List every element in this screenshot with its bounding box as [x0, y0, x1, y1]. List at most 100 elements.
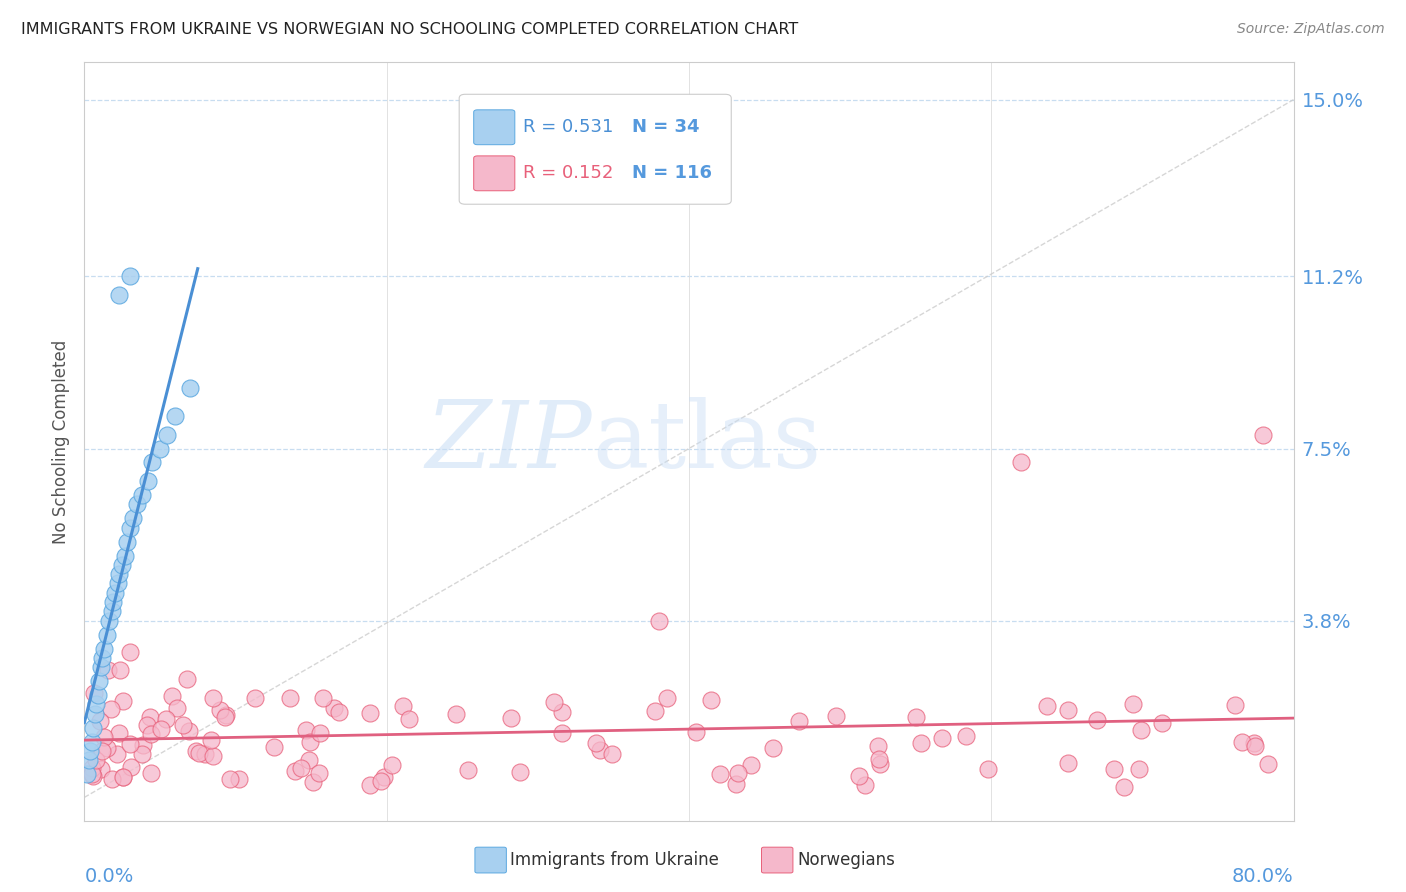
Point	[278, 690, 301, 705]
Point	[298, 753, 321, 767]
Point	[201, 690, 224, 705]
Point	[824, 709, 846, 723]
Point	[1253, 427, 1275, 442]
Point	[112, 770, 135, 784]
Point	[309, 726, 332, 740]
Point	[127, 497, 149, 511]
Point	[543, 695, 565, 709]
Point	[1102, 762, 1125, 776]
Point	[160, 689, 183, 703]
Text: ZIP: ZIP	[426, 397, 592, 486]
Point	[118, 269, 141, 284]
Point	[97, 614, 120, 628]
Point	[648, 614, 671, 628]
Point	[955, 730, 977, 744]
Text: atlas: atlas	[592, 397, 821, 486]
Point	[219, 772, 242, 786]
Point	[100, 702, 122, 716]
Point	[685, 725, 707, 739]
Point	[149, 442, 172, 456]
FancyBboxPatch shape	[474, 156, 515, 191]
Point	[724, 777, 747, 791]
Point	[139, 710, 162, 724]
Point	[93, 730, 115, 744]
Point	[90, 762, 112, 776]
Point	[1150, 715, 1173, 730]
Point	[156, 427, 179, 442]
Point	[107, 726, 129, 740]
Point	[131, 747, 153, 761]
Point	[83, 686, 105, 700]
Point	[166, 701, 188, 715]
Point	[302, 775, 325, 789]
Point	[91, 744, 114, 758]
Point	[91, 650, 114, 665]
Point	[107, 576, 129, 591]
Point	[96, 740, 118, 755]
Point	[1230, 735, 1253, 749]
Point	[86, 698, 108, 712]
Point	[869, 756, 891, 771]
Point	[381, 758, 404, 772]
Point	[868, 739, 890, 753]
Point	[359, 706, 381, 720]
Point	[215, 707, 238, 722]
Text: R = 0.152: R = 0.152	[523, 164, 613, 182]
Point	[176, 672, 198, 686]
Point	[79, 744, 101, 758]
Text: 0.0%: 0.0%	[84, 867, 134, 886]
Point	[359, 778, 381, 792]
Point	[655, 691, 678, 706]
Point	[141, 455, 163, 469]
Point	[97, 663, 120, 677]
Point	[284, 764, 307, 778]
Text: R = 0.531: R = 0.531	[523, 119, 613, 136]
Point	[80, 761, 103, 775]
Point	[322, 700, 344, 714]
Point	[1112, 780, 1135, 795]
Text: 80.0%: 80.0%	[1232, 867, 1294, 886]
Point	[82, 721, 104, 735]
FancyBboxPatch shape	[460, 95, 731, 204]
Point	[80, 734, 103, 748]
Point	[187, 746, 209, 760]
Point	[194, 747, 217, 761]
Point	[853, 778, 876, 792]
Point	[298, 735, 321, 749]
Point	[1244, 739, 1267, 753]
Point	[87, 688, 110, 702]
Point	[118, 645, 141, 659]
Point	[82, 769, 104, 783]
Point	[108, 288, 131, 302]
Point	[86, 753, 108, 767]
Point	[328, 705, 350, 719]
Point	[644, 704, 666, 718]
Point	[1057, 703, 1080, 717]
Point	[499, 711, 522, 725]
Point	[1257, 756, 1279, 771]
Point	[762, 740, 785, 755]
Point	[179, 724, 201, 739]
Point	[1057, 756, 1080, 771]
Point	[551, 726, 574, 740]
Point	[1122, 697, 1144, 711]
Text: N = 34: N = 34	[633, 119, 700, 136]
Point	[228, 772, 250, 786]
Point	[214, 710, 236, 724]
Text: N = 116: N = 116	[633, 164, 711, 182]
Point	[101, 595, 124, 609]
Point	[111, 558, 134, 572]
Point	[108, 663, 131, 677]
Point	[1085, 713, 1108, 727]
Point	[208, 703, 231, 717]
Y-axis label: No Schooling Completed: No Schooling Completed	[52, 340, 70, 543]
Point	[509, 765, 531, 780]
Point	[202, 749, 225, 764]
Point	[132, 738, 155, 752]
Point	[89, 714, 111, 729]
Point	[100, 604, 122, 618]
Point	[398, 712, 420, 726]
Point	[585, 736, 607, 750]
Point	[290, 761, 312, 775]
Point	[77, 753, 100, 767]
